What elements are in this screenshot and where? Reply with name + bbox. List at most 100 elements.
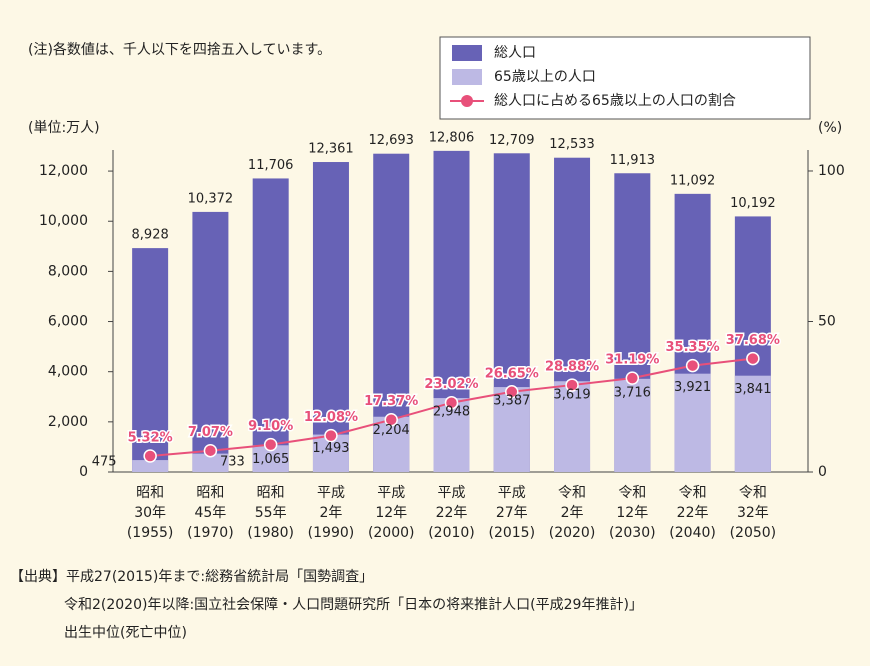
value-label: 3,716 xyxy=(614,385,651,400)
line-marker xyxy=(746,351,760,366)
x-tick-label: 平成 xyxy=(317,485,345,501)
y2-tick-label: 50 xyxy=(818,313,836,329)
value-label: 5.32% xyxy=(128,430,173,445)
x-tick-label: (2020) xyxy=(549,525,596,541)
bar xyxy=(252,178,289,473)
bar xyxy=(192,211,229,472)
value-label: 3,387 xyxy=(493,394,530,409)
bar xyxy=(734,375,771,472)
line-marker xyxy=(143,449,157,463)
line-marker xyxy=(203,443,218,458)
bar xyxy=(433,398,470,472)
value-label: 11,706 xyxy=(248,158,294,173)
source: 令和2(2020)年以降:国立社会保障・人口問題研究所「日本の将来推計人口(平成… xyxy=(64,597,643,613)
value-label: 11,913 xyxy=(610,153,656,168)
x-tick-label: 平成 xyxy=(438,485,466,501)
line-marker xyxy=(685,358,700,373)
value-label: 10,372 xyxy=(188,191,234,206)
y-axis-label: (単位:万人) xyxy=(28,120,100,136)
value-label: 26.65% xyxy=(485,366,539,381)
note: (注)各数値は、千人以下を四捨五入しています。 xyxy=(28,41,331,58)
bar xyxy=(674,373,711,472)
line-marker xyxy=(625,371,640,385)
x-tick-label: 2年 xyxy=(561,505,584,521)
line-marker xyxy=(444,395,459,410)
legend-label: 総人口に占める65歳以上の人口の割合 xyxy=(494,92,736,109)
y-tick-label: 8,000 xyxy=(48,263,88,279)
value-label: 9.10% xyxy=(248,419,293,434)
legend-box xyxy=(439,36,811,120)
x-tick-label: 22年 xyxy=(677,505,709,521)
x-tick-label: 平成 xyxy=(498,485,526,501)
x-tick-label: 12年 xyxy=(616,505,648,521)
x-tick-label: 平成 xyxy=(377,485,405,501)
x-tick-label: 2年 xyxy=(319,505,342,521)
x-tick-label: (1980) xyxy=(247,525,294,541)
value-label: 10,192 xyxy=(730,196,776,211)
x-tick-label: (2040) xyxy=(669,525,716,541)
y-tick-label: 4,000 xyxy=(48,364,88,380)
value-label: 1,065 xyxy=(252,452,289,467)
legend-label: 総人口 xyxy=(494,45,536,61)
y2-tick-label: 0 xyxy=(818,464,827,480)
x-tick-label: 昭和 xyxy=(257,485,285,501)
source: 出生中位(死亡中位) xyxy=(64,625,187,641)
bar xyxy=(614,378,651,472)
legend-marker xyxy=(461,95,473,107)
line-marker xyxy=(565,378,579,392)
source: 【出典】平成27(2015)年まで:総務省統計局「国勢調査」 xyxy=(10,569,373,585)
value-label: 1,493 xyxy=(312,441,349,456)
x-tick-label: (1990) xyxy=(308,525,355,541)
x-tick-label: 45年 xyxy=(194,505,226,521)
value-label: 31.19% xyxy=(605,353,659,368)
y-tick-label: 0 xyxy=(79,464,88,480)
value-label: 17.37% xyxy=(364,394,418,409)
line-marker xyxy=(505,385,519,399)
value-label: 12,709 xyxy=(489,133,535,148)
x-tick-label: (1955) xyxy=(127,525,174,541)
value-label: 11,092 xyxy=(670,173,716,188)
line-marker xyxy=(384,412,398,427)
value-label: 37.68% xyxy=(726,333,780,348)
line-marker xyxy=(324,428,338,443)
x-tick-label: 12年 xyxy=(375,505,407,521)
value-label: 12.08% xyxy=(304,410,358,425)
x-tick-label: 令和 xyxy=(558,485,586,501)
x-tick-label: 令和 xyxy=(618,485,646,501)
value-label: 475 xyxy=(92,455,117,470)
value-label: 35.35% xyxy=(666,340,720,355)
x-tick-label: (2050) xyxy=(730,525,777,541)
x-tick-label: (2010) xyxy=(428,525,475,541)
bar xyxy=(554,381,591,472)
line-marker xyxy=(263,437,278,452)
x-tick-label: 令和 xyxy=(679,485,707,501)
bar xyxy=(493,387,530,472)
x-tick-label: 30年 xyxy=(134,505,166,521)
y2-axis-label: (%) xyxy=(818,120,842,136)
bar xyxy=(132,460,169,472)
value-label: 733 xyxy=(220,455,245,470)
value-label: 3,841 xyxy=(734,382,771,397)
value-label: 3,619 xyxy=(553,388,590,403)
x-tick-label: (2030) xyxy=(609,525,656,541)
legend-swatch xyxy=(452,45,482,61)
y-tick-label: 6,000 xyxy=(48,314,88,330)
x-tick-label: 27年 xyxy=(496,505,528,521)
value-label: 8,928 xyxy=(132,228,169,243)
value-label: 12,806 xyxy=(429,130,475,145)
value-label: 2,204 xyxy=(373,423,410,438)
y-tick-label: 12,000 xyxy=(39,163,88,179)
x-tick-label: 22年 xyxy=(436,505,468,521)
x-tick-label: (2000) xyxy=(368,525,415,541)
x-tick-label: 昭和 xyxy=(196,485,224,501)
value-label: 28.88% xyxy=(545,360,599,375)
value-label: 12,693 xyxy=(368,133,414,148)
value-label: 12,533 xyxy=(549,137,595,152)
value-label: 3,921 xyxy=(674,380,711,395)
bar xyxy=(132,248,169,472)
x-tick-label: 令和 xyxy=(739,485,767,501)
x-tick-label: 昭和 xyxy=(136,485,164,501)
value-label: 2,948 xyxy=(433,405,470,420)
y-tick-label: 10,000 xyxy=(39,213,88,229)
